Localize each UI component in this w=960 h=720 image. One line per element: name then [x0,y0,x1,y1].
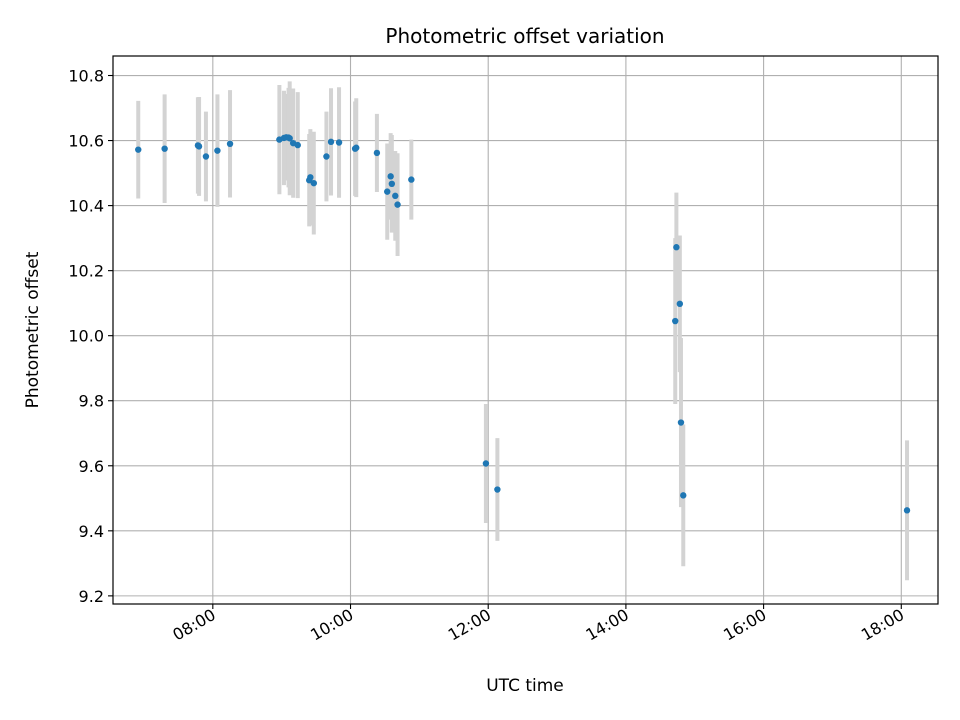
y-tick-label: 10.6 [68,132,104,151]
data-point [388,180,396,188]
y-tick-label: 10.2 [68,262,104,281]
y-tick-label: 10.8 [68,67,104,86]
data-point [195,143,203,150]
data-point [327,138,335,146]
y-tick-label: 10.0 [68,327,104,346]
data-point [202,153,210,160]
data-point [394,201,401,208]
data-points [135,134,911,514]
y-tick-label: 9.2 [79,587,104,606]
data-point [373,149,381,157]
plot-frame [112,55,939,605]
data-point [677,419,685,426]
data-point [676,300,684,308]
data-point [673,244,680,251]
data-point [353,144,360,151]
data-point [408,176,415,183]
data-point [286,135,293,142]
data-point [226,140,234,148]
grid-lines [113,56,938,604]
y-tick-label: 9.8 [79,392,104,411]
data-point [672,317,679,325]
x-axis-title: UTC time [486,676,564,696]
data-point [387,173,394,180]
data-point [323,153,330,160]
y-tick-label: 10.4 [68,197,104,216]
y-tick-label: 9.4 [79,522,104,541]
data-point [680,492,687,499]
data-point [294,141,301,149]
y-axis-title: Photometric offset [23,251,43,408]
chart-title: Photometric offset variation [385,24,664,48]
data-point [307,174,314,181]
data-point [903,507,911,514]
data-point [482,460,490,467]
y-axis: 9.2 9.4 9.6 9.8 10.0 10.2 10.4 10.6 10.8 [68,67,113,606]
data-point [335,139,343,146]
data-point [310,179,317,187]
data-point [494,486,501,493]
data-point [384,188,391,195]
data-point [214,147,221,154]
data-point [135,146,142,153]
y-tick-label: 9.6 [79,457,104,476]
data-point [161,145,168,152]
data-point [392,192,399,200]
